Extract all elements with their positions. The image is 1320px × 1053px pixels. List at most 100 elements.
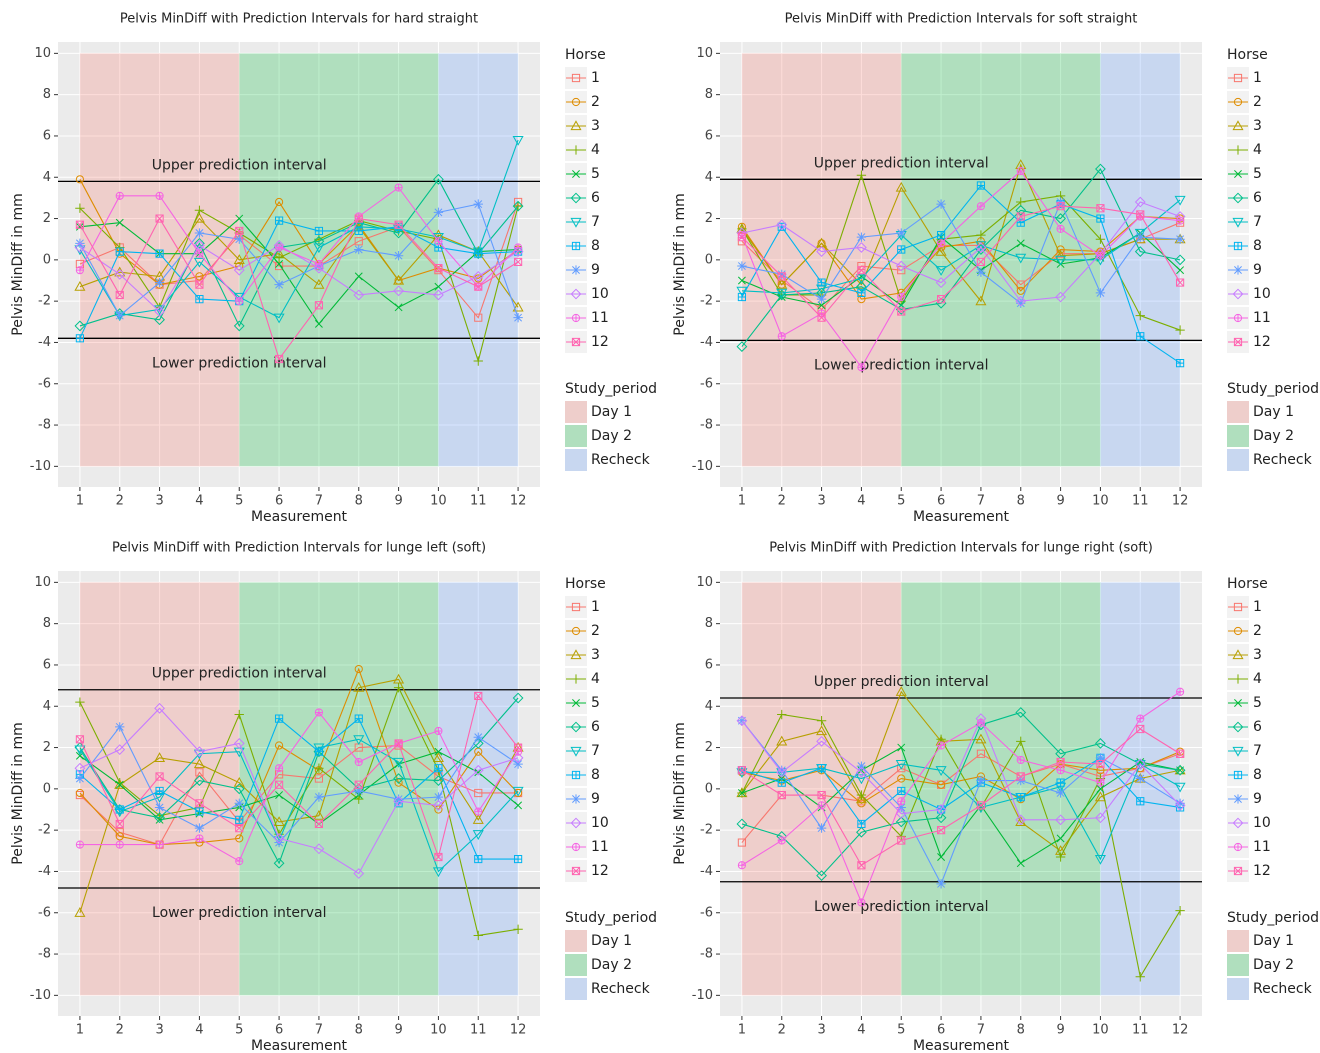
point: [857, 288, 866, 297]
lower-limit-label: Lower prediction interval: [814, 357, 988, 373]
legend-label: 2: [591, 623, 600, 639]
legend-marker: [571, 337, 581, 347]
x-tick-label: 2: [116, 494, 124, 509]
point: [154, 752, 166, 762]
point: [433, 792, 444, 802]
point: [75, 788, 85, 798]
point: [393, 274, 405, 285]
y-tick-label: 10: [34, 575, 51, 590]
point: [74, 762, 86, 774]
point: [1135, 773, 1145, 784]
point: [935, 266, 947, 276]
legend-label: 1: [1253, 599, 1262, 615]
series-line: [79, 201, 519, 319]
legend-marker: [572, 170, 580, 178]
point: [194, 205, 205, 215]
point: [1136, 714, 1145, 723]
point: [976, 230, 986, 240]
x-tick-label: 9: [394, 494, 402, 509]
point: [194, 228, 205, 238]
y-tick-label: 2: [43, 211, 51, 226]
point: [394, 739, 403, 748]
x-tick-label: 8: [1017, 494, 1025, 509]
point: [473, 732, 483, 742]
x-tick-label: 6: [937, 494, 945, 509]
point: [1095, 163, 1106, 175]
point: [354, 244, 364, 255]
point: [513, 747, 523, 756]
legend-marker: [1233, 602, 1243, 612]
point: [472, 764, 484, 776]
lower-limit-label: Lower prediction interval: [814, 899, 988, 915]
period-band: [239, 582, 439, 996]
series-line: [79, 186, 519, 303]
legend-marker: [1232, 649, 1244, 660]
legend-marker: [570, 721, 582, 733]
point: [474, 788, 483, 798]
legend-marker: [1232, 746, 1244, 757]
point: [155, 280, 164, 289]
series-line: [741, 751, 1181, 804]
series-line: [741, 184, 1181, 364]
legend-label: Day 1: [1253, 404, 1294, 420]
chart-title: Pelvis MinDiff with Prediction Intervals…: [112, 541, 486, 556]
x-tick-label: 7: [977, 1023, 985, 1038]
point: [816, 725, 828, 736]
point: [513, 788, 523, 798]
point: [314, 819, 324, 829]
y-tick-label: 4: [705, 699, 713, 714]
legend-label: 12: [1253, 334, 1271, 350]
legend-title: Study_period: [565, 381, 657, 397]
point: [936, 199, 946, 209]
point: [857, 861, 866, 870]
legend-label: 2: [1253, 623, 1262, 639]
point: [777, 709, 787, 720]
point: [115, 218, 124, 227]
point: [1015, 814, 1027, 826]
series-line: [741, 720, 1181, 886]
legend-label: 5: [591, 695, 600, 711]
point: [975, 241, 987, 252]
point: [1055, 197, 1066, 207]
point: [512, 200, 524, 212]
point: [234, 709, 244, 720]
legend-marker: [571, 794, 581, 804]
point: [115, 310, 125, 321]
legend-label: 9: [1253, 262, 1262, 278]
point: [1175, 234, 1185, 244]
point: [1096, 784, 1105, 793]
point: [432, 867, 444, 878]
point: [354, 714, 363, 723]
point: [856, 170, 867, 180]
x-tick-label: 7: [977, 494, 985, 509]
y-axis-title: Pelvis MinDiff in mm: [672, 722, 688, 864]
point: [776, 766, 788, 778]
point: [74, 745, 86, 756]
legend-title: Horse: [1227, 576, 1268, 592]
legend-marker: [571, 602, 581, 612]
legend-key: [1227, 930, 1249, 952]
chart-title: Pelvis MinDiff with Prediction Intervals…: [120, 12, 478, 27]
point: [514, 801, 523, 810]
point: [472, 814, 484, 824]
point: [474, 691, 483, 701]
point: [895, 808, 907, 820]
point: [1095, 753, 1106, 763]
point: [816, 823, 827, 833]
point: [115, 290, 124, 300]
series-line: [741, 200, 1181, 305]
point: [474, 854, 483, 864]
point: [314, 792, 324, 802]
point: [275, 260, 284, 268]
legend-marker: [1233, 842, 1243, 852]
point: [235, 226, 244, 236]
legend-marker: [1233, 313, 1243, 323]
point: [512, 786, 524, 797]
series-line: [79, 707, 519, 875]
y-tick-label: -6: [700, 376, 713, 391]
point: [314, 766, 324, 775]
y-tick-label: -10: [30, 988, 51, 1003]
point: [353, 681, 365, 692]
point: [1136, 724, 1145, 734]
legend-label: 6: [591, 190, 600, 206]
